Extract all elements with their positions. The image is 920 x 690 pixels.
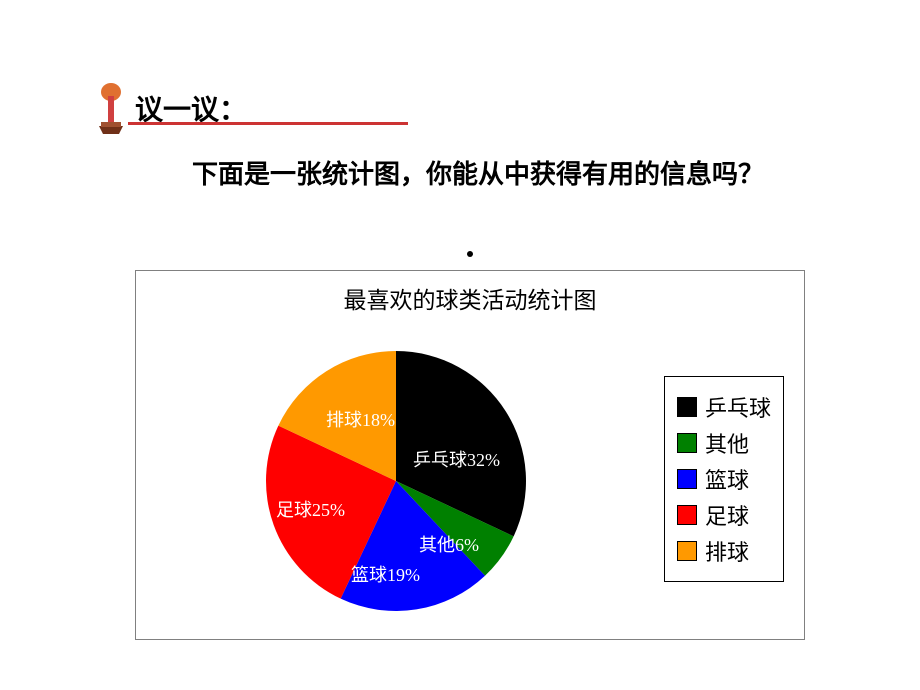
pie-slice-label: 其他6% [419, 531, 479, 557]
pie-slice-label: 足球25% [276, 496, 345, 522]
legend-item: 排球 [677, 535, 771, 567]
bullet-icon [95, 82, 127, 134]
legend-item: 其他 [677, 427, 771, 459]
legend-item: 足球 [677, 499, 771, 531]
chart-title: 最喜欢的球类活动统计图 [136, 281, 804, 315]
legend-swatch [677, 433, 697, 453]
legend: 乒乓球其他篮球足球排球 [664, 376, 784, 582]
legend-swatch [677, 469, 697, 489]
legend-label: 篮球 [705, 463, 749, 495]
legend-label: 其他 [705, 427, 749, 459]
legend-label: 足球 [705, 499, 749, 531]
pie-slice-label: 乒乓球32% [413, 446, 500, 472]
legend-swatch [677, 397, 697, 417]
pie-chart: 乒乓球32% 其他6% 篮球19% 足球25% 排球18% [256, 341, 536, 621]
legend-swatch [677, 505, 697, 525]
chart-container: 最喜欢的球类活动统计图 乒乓球32% 其他6% 篮球19% 足球25% 排球18% 乒乓… [135, 270, 805, 640]
center-dot [467, 251, 473, 257]
legend-item: 篮球 [677, 463, 771, 495]
legend-item: 乒乓球 [677, 391, 771, 423]
pie-slice-label: 篮球19% [351, 561, 420, 587]
legend-swatch [677, 541, 697, 561]
question-text: 下面是一张统计图，你能从中获得有用的信息吗？ [140, 155, 800, 194]
header-underline [128, 122, 408, 125]
legend-label: 排球 [705, 535, 749, 567]
legend-label: 乒乓球 [705, 391, 771, 423]
pie-slice-label: 排球18% [326, 406, 395, 432]
header: 议一议： [95, 82, 247, 134]
